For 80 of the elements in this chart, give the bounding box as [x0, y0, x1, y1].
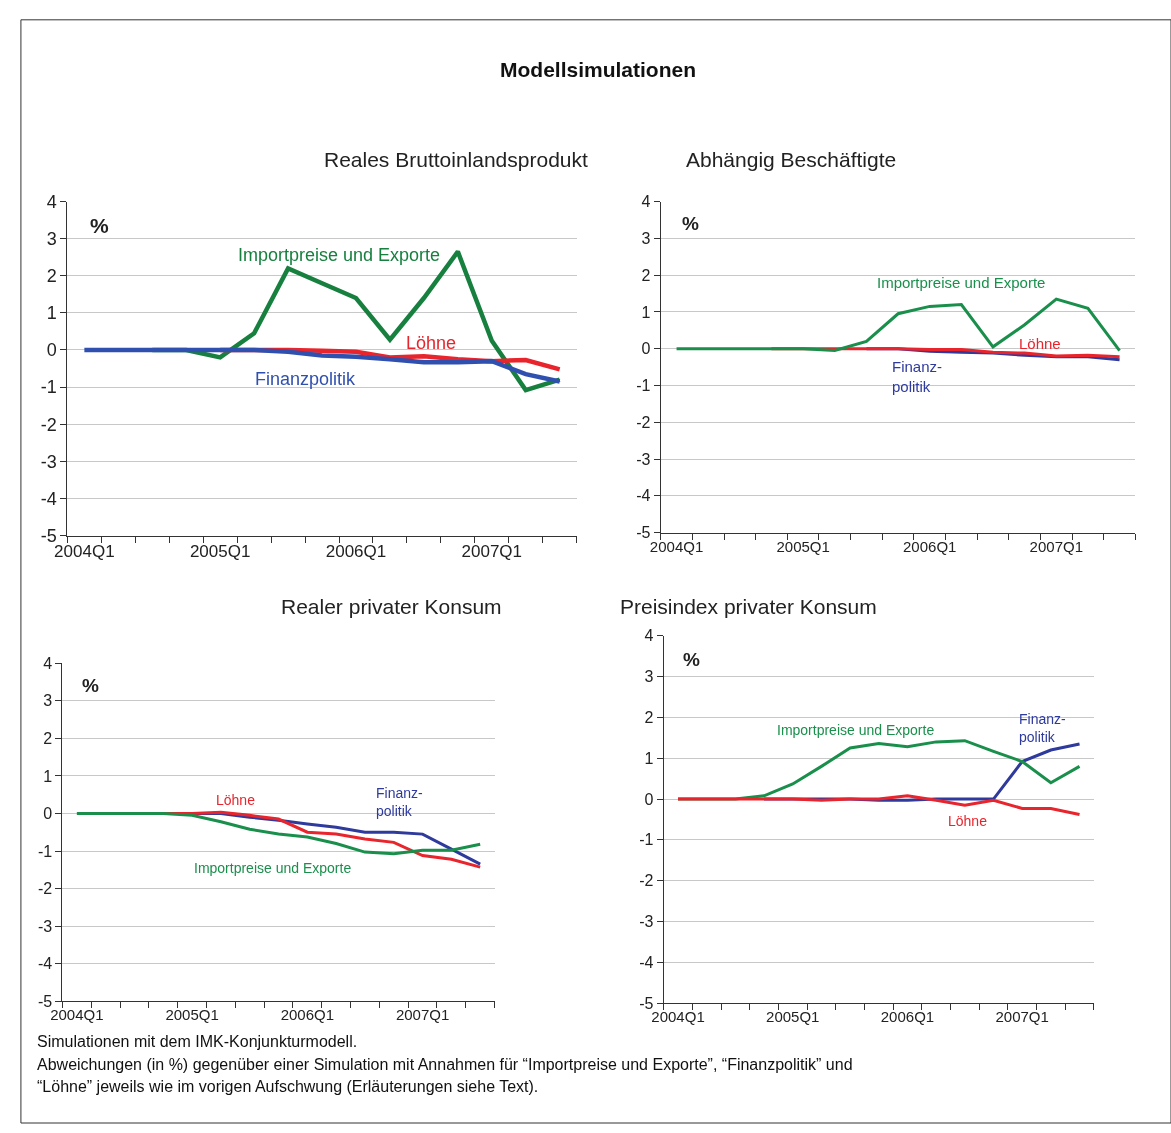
y-axis-title: %: [82, 675, 99, 696]
chart-title: Preisindex privater Konsum: [620, 595, 877, 618]
x-tick-label: 2006Q1: [880, 1008, 935, 1026]
y-tick-label: 3: [43, 692, 53, 710]
y-tick-label: -5: [40, 525, 57, 546]
text: Abweichungen (in %) gegenüber einer Simulation mit Annahmen für “Importpreise und Exporte”, “Finanzpolitik” und: [37, 1056, 853, 1073]
x-tick-label: 2004Q1: [50, 1006, 104, 1024]
y-tick-label: 2: [641, 266, 651, 284]
text: Modellsimulationen: [500, 58, 697, 81]
x-tick-label: 2004Q1: [649, 537, 704, 555]
y-tick-label: -4: [636, 487, 651, 505]
y-tick-label: -3: [639, 913, 654, 931]
series-label: Finanzpolitik: [255, 369, 357, 389]
series-label: Finanz- politik: [892, 358, 943, 395]
x-tick-label: 2005Q1: [189, 541, 251, 561]
text: Simulationen mit dem IMK-Konjunkturmodell.: [37, 1033, 358, 1050]
chart-title: Realer privater Konsum: [281, 595, 502, 618]
x-tick-label: 2005Q1: [776, 537, 830, 555]
y-tick-label: -5: [639, 994, 654, 1012]
y-tick-label: 4: [644, 627, 654, 645]
x-tick-label: 2004Q1: [651, 1008, 705, 1026]
series-label: Löhne: [948, 813, 988, 829]
y-tick-label: -1: [639, 831, 654, 849]
y-tick-label: -4: [639, 953, 654, 971]
y-tick-label: -2: [40, 414, 57, 435]
series-label: Löhne: [406, 333, 457, 353]
series-label: Finanz- politik: [376, 785, 424, 820]
y-tick-label: -2: [639, 872, 654, 890]
y-tick-label: 0: [43, 805, 53, 823]
y-tick-label: -4: [40, 488, 57, 509]
y-tick-label: -3: [38, 917, 53, 935]
y-tick-label: 1: [644, 749, 654, 767]
series-label: Löhne: [1019, 335, 1061, 352]
y-tick-label: -5: [636, 524, 651, 542]
y-tick-label: 0: [644, 790, 654, 808]
y-tick-label: 0: [46, 340, 57, 361]
series-label: Löhne: [216, 792, 256, 808]
series-label: Importpreise und Exporte: [777, 722, 935, 738]
y-tick-label: -2: [636, 413, 651, 431]
y-tick-label: 3: [641, 229, 651, 247]
series-label: Finanz- politik: [1019, 711, 1067, 746]
x-tick-label: 2005Q1: [766, 1008, 820, 1026]
series-label: Importpreise und Exporte: [877, 274, 1046, 291]
text: “Löhne” jeweils wie im vorigen Aufschwung (Erläuterungen siehe Text).: [37, 1078, 539, 1095]
chart-title: Abhängig Beschäftigte: [686, 148, 897, 171]
x-tick-label: 2005Q1: [165, 1006, 219, 1024]
y-tick-label: 3: [46, 228, 57, 249]
y-tick-label: -4: [38, 955, 53, 973]
series-label: Importpreise und Exporte: [238, 245, 441, 265]
x-tick-label: 2007Q1: [995, 1008, 1049, 1026]
y-tick-label: 2: [644, 709, 654, 726]
y-tick-label: 0: [641, 340, 651, 358]
x-tick-label: 2006Q1: [325, 541, 387, 561]
y-tick-label: 1: [43, 767, 53, 785]
y-axis-title: %: [683, 649, 700, 670]
y-tick-label: -5: [38, 992, 53, 1010]
series-label: Importpreise und Exporte: [194, 860, 352, 876]
x-tick-label: 2004Q1: [54, 541, 115, 561]
y-tick-label: 4: [46, 191, 57, 212]
y-tick-label: 1: [641, 303, 651, 321]
y-tick-label: 2: [43, 729, 53, 747]
x-tick-label: 2007Q1: [1029, 537, 1083, 555]
x-tick-label: 2007Q1: [395, 1006, 450, 1024]
y-tick-label: 3: [644, 668, 654, 686]
y-tick-label: 4: [43, 654, 53, 672]
y-tick-label: -1: [636, 377, 651, 395]
y-tick-label: -3: [40, 451, 57, 472]
x-tick-label: 2006Q1: [903, 537, 957, 555]
x-tick-label: 2006Q1: [280, 1006, 335, 1024]
x-tick-label: 2007Q1: [461, 541, 523, 561]
y-tick-label: -1: [40, 377, 57, 398]
y-tick-label: 2: [46, 266, 57, 287]
y-axis-title: %: [682, 213, 699, 234]
y-tick-label: 1: [46, 303, 57, 324]
chart-title: Reales Bruttoinlandsprodukt: [324, 148, 588, 171]
y-tick-label: 4: [641, 193, 651, 211]
y-tick-label: -1: [38, 842, 53, 860]
y-axis-title: %: [90, 214, 109, 237]
y-tick-label: -3: [636, 450, 651, 468]
y-tick-label: -2: [38, 880, 53, 898]
